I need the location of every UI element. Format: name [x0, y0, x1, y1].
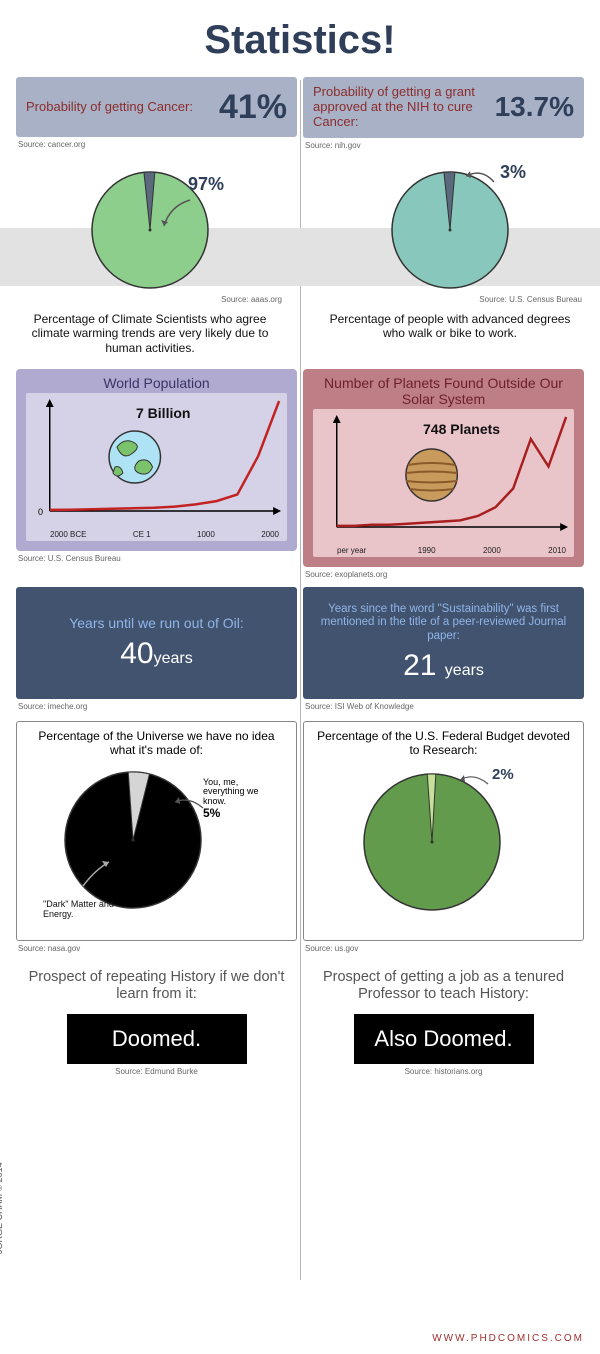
universe-pie-card: Percentage of the Universe we have no id…	[16, 721, 297, 941]
grant-value: 13.7%	[495, 91, 574, 123]
sustain-card: Years since the word "Sustainability" wa…	[303, 587, 584, 699]
sustain-title: Years since the word "Sustainability" wa…	[315, 603, 572, 643]
purple-chart-card: World Population 0 7 Billion 2000 BCECE …	[16, 369, 297, 551]
cancer-stat-box: Probability of getting Cancer: 41%	[16, 77, 297, 137]
sustain-source: Source: ISI Web of Knowledge	[303, 699, 584, 711]
doom-right-box: Also Doomed.	[354, 1014, 534, 1064]
oil-value: 40years	[28, 637, 285, 671]
side-credit: JORGE CHAM © 2014	[0, 1162, 4, 1254]
row-2: 97% Source: aaas.org Percentage of Clima…	[0, 168, 600, 355]
climate-caption: Percentage of Climate Scientists who agr…	[0, 304, 300, 355]
climate-pct: 97%	[188, 174, 224, 195]
red-chart-title: Number of Planets Found Outside Our Sola…	[313, 375, 574, 409]
doom-right-source: Source: historians.org	[303, 1064, 584, 1076]
bike-source: Source: U.S. Census Bureau	[300, 292, 600, 304]
oil-title: Years until we run out of Oil:	[28, 615, 285, 631]
budget-pct: 2%	[492, 766, 514, 783]
universe-known-label: You, me, everything we know.5%	[203, 778, 281, 821]
oil-source: Source: imeche.org	[16, 699, 297, 711]
doom-right: Prospect of getting a job as a tenured P…	[303, 953, 584, 1076]
doom-left-box: Doomed.	[67, 1014, 247, 1064]
budget-pie-card: Percentage of the U.S. Federal Budget de…	[303, 721, 584, 941]
red-chart-card: Number of Planets Found Outside Our Sola…	[303, 369, 584, 567]
universe-title: Percentage of the Universe we have no id…	[25, 730, 288, 758]
budget-source: Source: us.gov	[303, 941, 584, 953]
page-title: Statistics!	[0, 0, 600, 77]
doom-left: Prospect of repeating History if we don'…	[16, 953, 297, 1076]
red-chart-source: Source: exoplanets.org	[303, 567, 584, 579]
cancer-label: Probability of getting Cancer:	[26, 100, 219, 115]
purple-chart: 0 7 Billion 2000 BCECE 110002000	[26, 393, 287, 541]
climate-source: Source: aaas.org	[0, 292, 300, 304]
cancer-value: 41%	[219, 88, 287, 127]
doom-left-source: Source: Edmund Burke	[16, 1064, 297, 1076]
grant-stat-box: Probability of getting a grant approved …	[303, 77, 584, 138]
grant-source: Source: nih.gov	[303, 138, 584, 150]
doom-right-title: Prospect of getting a job as a tenured P…	[303, 969, 584, 1004]
sustain-value: 21 years	[315, 649, 572, 683]
doom-left-title: Prospect of repeating History if we don'…	[16, 969, 297, 1004]
grant-label: Probability of getting a grant approved …	[313, 85, 495, 130]
bike-pie: 3% Source: U.S. Census Bureau Percentage…	[300, 168, 600, 355]
bike-pct: 3%	[500, 162, 526, 183]
purple-chart-title: World Population	[26, 375, 287, 393]
universe-source: Source: nasa.gov	[16, 941, 297, 953]
purple-chart-source: Source: U.S. Census Bureau	[16, 551, 297, 563]
climate-pie: 97% Source: aaas.org Percentage of Clima…	[0, 168, 300, 355]
oil-card: Years until we run out of Oil: 40years	[16, 587, 297, 699]
cancer-source: Source: cancer.org	[16, 137, 297, 149]
budget-title: Percentage of the U.S. Federal Budget de…	[312, 730, 575, 758]
red-chart: 748 Planets per year199020002010	[313, 409, 574, 557]
footer-url: WWW.PHDCOMICS.COM	[432, 1333, 584, 1344]
universe-dark-label: "Dark" Matter and Energy.	[43, 900, 123, 920]
bike-caption: Percentage of people with advanced degre…	[300, 304, 600, 341]
